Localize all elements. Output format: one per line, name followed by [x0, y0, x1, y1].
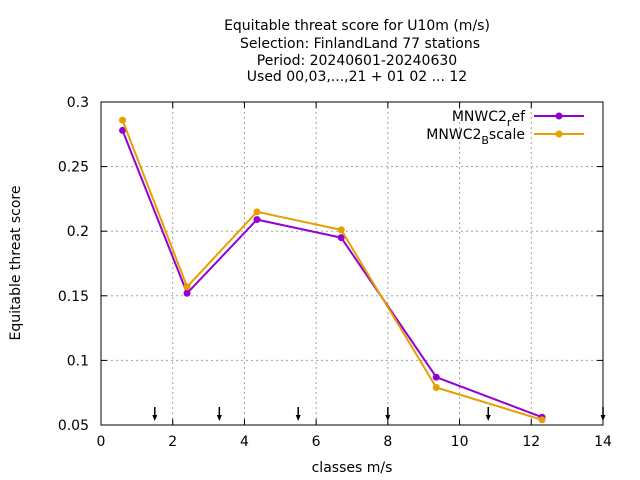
series-group — [119, 116, 546, 424]
y-tick-label: 0.25 — [58, 160, 89, 176]
y-tick-label: 0.05 — [58, 418, 89, 434]
class-boundary-arrow — [600, 407, 606, 421]
x-tick-label: 10 — [451, 434, 469, 450]
data-point — [538, 416, 546, 424]
series-line — [121, 130, 543, 419]
class-boundary-arrow — [216, 407, 222, 421]
series-line — [121, 119, 543, 421]
legend-label: MNWC2Bscale — [426, 127, 525, 147]
x-tick-label: 2 — [168, 434, 177, 450]
plot-frame — [100, 101, 604, 426]
axes: 0 2 4 6 8 10 12 14 0.05 0.1 0.15 0.2 0.25 0.3 — [58, 95, 612, 450]
class-boundary-arrow — [295, 407, 301, 421]
title-line-4: Used 00,03,...,21 + 01 02 ... 12 — [247, 69, 467, 85]
legend-item: MNWC2ref — [452, 109, 584, 129]
chart-title: Equitable threat score for U10m (m/s) Se… — [224, 18, 490, 85]
legend-label: MNWC2ref — [452, 109, 526, 129]
legend-swatch-point — [555, 130, 563, 138]
title-line-2: Selection: FinlandLand 77 stations — [240, 36, 480, 52]
data-point — [253, 216, 261, 224]
data-point — [432, 384, 440, 392]
data-point — [183, 283, 191, 291]
legend-item: MNWC2Bscale — [426, 127, 584, 147]
data-point — [119, 126, 127, 134]
data-point — [253, 208, 261, 216]
grid-lines — [101, 102, 603, 425]
y-tick-label: 0.1 — [67, 353, 89, 369]
data-point — [337, 226, 345, 234]
y-tick-label: 0.2 — [67, 224, 89, 240]
series-mnwc2_ref — [119, 126, 546, 421]
x-axis-label: classes m/s — [312, 460, 393, 476]
series-mnwc2_bscale — [119, 116, 546, 424]
data-point — [337, 234, 345, 242]
class-markers — [152, 407, 606, 421]
x-tick-label: 14 — [594, 434, 612, 450]
class-boundary-arrow — [385, 407, 391, 421]
class-boundary-arrow — [485, 407, 491, 421]
y-tick-label: 0.3 — [67, 95, 89, 111]
y-axis-label: Equitable threat score — [8, 186, 24, 341]
data-point — [119, 116, 127, 124]
data-point — [183, 289, 191, 297]
x-tick-label: 12 — [522, 434, 540, 450]
x-tick-label: 4 — [240, 434, 249, 450]
data-point — [432, 373, 440, 381]
title-line-1: Equitable threat score for U10m (m/s) — [224, 18, 490, 34]
x-tick-label: 8 — [383, 434, 392, 450]
y-tick-label: 0.15 — [58, 289, 89, 305]
title-line-3: Period: 20240601-20240630 — [257, 53, 457, 69]
x-tick-label: 6 — [312, 434, 321, 450]
legend-swatch-point — [555, 112, 563, 120]
class-boundary-arrow — [152, 407, 158, 421]
x-tick-label: 0 — [97, 434, 106, 450]
